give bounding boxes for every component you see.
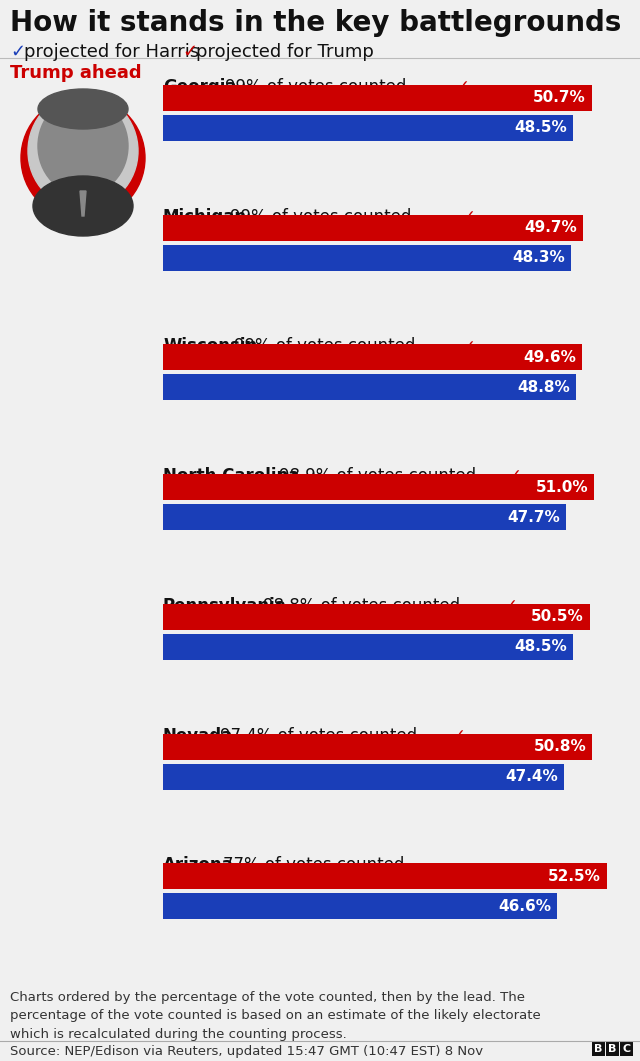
Text: ✓: ✓ [10, 44, 25, 60]
Text: 77% of votes counted: 77% of votes counted [223, 856, 404, 874]
Text: 48.3%: 48.3% [513, 250, 565, 265]
FancyBboxPatch shape [163, 474, 594, 500]
Text: 46.6%: 46.6% [498, 899, 551, 914]
Text: 50.5%: 50.5% [531, 609, 584, 624]
Text: ✓: ✓ [182, 44, 197, 60]
Text: ✓: ✓ [456, 79, 470, 95]
Text: ✓: ✓ [461, 208, 475, 226]
FancyBboxPatch shape [163, 375, 575, 400]
Text: Charts ordered by the percentage of the vote counted, then by the lead. The
perc: Charts ordered by the percentage of the … [10, 991, 541, 1041]
FancyBboxPatch shape [163, 864, 607, 889]
FancyBboxPatch shape [163, 214, 583, 241]
Circle shape [21, 95, 145, 220]
Ellipse shape [33, 176, 133, 236]
Text: Pennsylvania: Pennsylvania [163, 597, 287, 615]
Text: 52.5%: 52.5% [548, 869, 601, 884]
Text: 51.0%: 51.0% [536, 480, 588, 494]
Text: ✓: ✓ [461, 337, 475, 355]
Text: 48.5%: 48.5% [515, 121, 567, 136]
Text: Arizona: Arizona [163, 856, 234, 874]
FancyBboxPatch shape [163, 733, 593, 760]
Text: 99% of votes counted: 99% of votes counted [234, 337, 415, 355]
Text: projected for Trump: projected for Trump [196, 44, 374, 60]
Text: 48.5%: 48.5% [515, 640, 567, 655]
Polygon shape [80, 191, 86, 216]
Text: ✓: ✓ [503, 597, 517, 615]
Text: B: B [595, 1044, 603, 1054]
Text: Wisconsin: Wisconsin [163, 337, 257, 355]
Text: projected for Harris: projected for Harris [24, 44, 199, 60]
Text: 50.7%: 50.7% [533, 90, 586, 105]
FancyBboxPatch shape [163, 633, 573, 660]
FancyBboxPatch shape [606, 1041, 619, 1056]
Text: 99% of votes counted: 99% of votes counted [225, 79, 406, 95]
FancyBboxPatch shape [163, 504, 566, 530]
Text: Georgia: Georgia [163, 79, 237, 95]
Ellipse shape [38, 97, 128, 195]
FancyBboxPatch shape [163, 345, 582, 370]
Text: 49.6%: 49.6% [524, 350, 577, 365]
FancyBboxPatch shape [163, 115, 573, 141]
Text: Michigan: Michigan [163, 208, 247, 226]
FancyBboxPatch shape [163, 764, 564, 789]
Text: 98.8% of votes counted: 98.8% of votes counted [263, 597, 460, 615]
Text: Nevada: Nevada [163, 727, 233, 745]
Text: North Carolina: North Carolina [163, 467, 300, 485]
Text: 97.4% of votes counted: 97.4% of votes counted [220, 727, 417, 745]
FancyBboxPatch shape [163, 85, 591, 111]
Text: B: B [608, 1044, 617, 1054]
Text: 98.9% of votes counted: 98.9% of votes counted [279, 467, 476, 485]
Text: 47.4%: 47.4% [505, 769, 557, 784]
Text: 47.7%: 47.7% [508, 509, 560, 524]
Text: C: C [623, 1044, 630, 1054]
FancyBboxPatch shape [620, 1041, 633, 1056]
FancyBboxPatch shape [163, 604, 590, 630]
Text: 99% of votes counted: 99% of votes counted [230, 208, 412, 226]
Ellipse shape [38, 89, 128, 129]
Text: Source: NEP/Edison via Reuters, updated 15:47 GMT (10:47 EST) 8 Nov: Source: NEP/Edison via Reuters, updated … [10, 1045, 483, 1058]
FancyBboxPatch shape [163, 245, 572, 271]
Ellipse shape [28, 93, 138, 209]
Text: ✓: ✓ [451, 727, 465, 745]
Text: 48.8%: 48.8% [517, 380, 570, 395]
FancyBboxPatch shape [592, 1041, 605, 1056]
FancyBboxPatch shape [163, 893, 557, 919]
Text: 50.8%: 50.8% [534, 740, 586, 754]
Text: How it stands in the key battlegrounds: How it stands in the key battlegrounds [10, 8, 621, 37]
Text: ✓: ✓ [508, 467, 522, 485]
Text: Trump ahead: Trump ahead [10, 64, 141, 82]
Text: 49.7%: 49.7% [524, 221, 577, 236]
